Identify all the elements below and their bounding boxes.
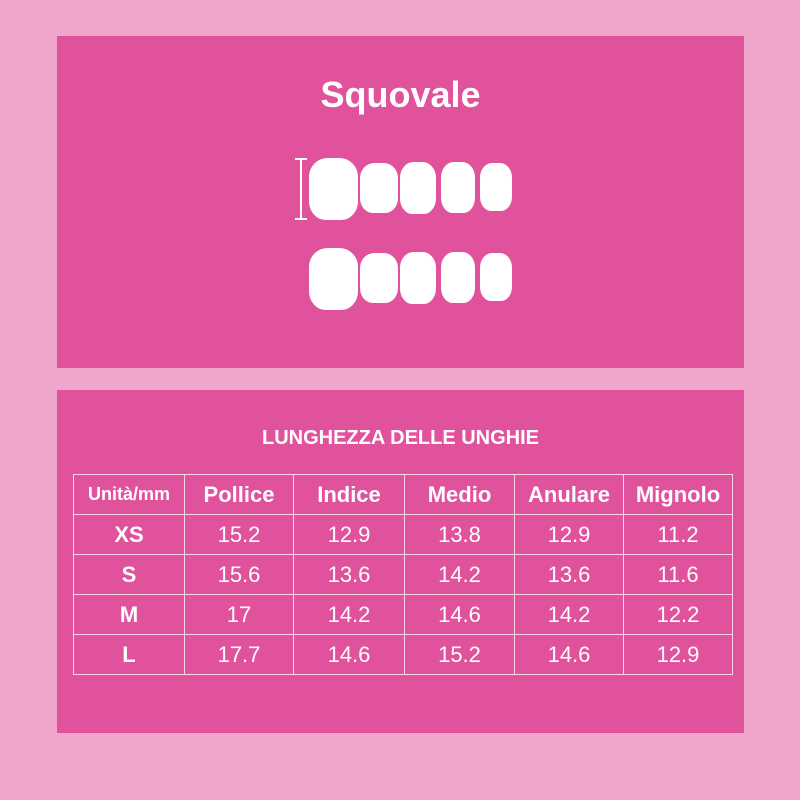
- column-header: Anulare: [514, 474, 624, 515]
- table-cell: 12.9: [293, 514, 405, 555]
- nail-thumb: [309, 158, 358, 220]
- column-header: Indice: [293, 474, 405, 515]
- size-label: XS: [73, 514, 185, 555]
- column-header: Mignolo: [623, 474, 733, 515]
- nail-pinky: [480, 163, 512, 211]
- table-cell: 14.2: [404, 554, 515, 595]
- table-cell: 11.6: [623, 554, 733, 595]
- column-header: Medio: [404, 474, 515, 515]
- table-cell: 12.9: [514, 514, 624, 555]
- size-panel: LUNGHEZZA DELLE UNGHIE Unità/mm Pollice In…: [57, 390, 744, 733]
- nail-index: [360, 253, 398, 303]
- size-label: L: [73, 634, 185, 675]
- nail-middle: [400, 252, 436, 304]
- table-cell: 15.6: [184, 554, 294, 595]
- nail-ring: [441, 252, 475, 303]
- length-indicator-icon: [295, 158, 307, 220]
- table-cell: 13.6: [514, 554, 624, 595]
- nail-middle: [400, 162, 436, 214]
- nail-index: [360, 163, 398, 213]
- table-cell: 15.2: [184, 514, 294, 555]
- table-row: XS 15.2 12.9 13.8 12.9 11.2: [73, 514, 733, 555]
- table-cell: 17: [184, 594, 294, 635]
- column-header: Pollice: [184, 474, 294, 515]
- table-cell: 15.2: [404, 634, 515, 675]
- size-table: Unità/mm Pollice Indice Medio Anulare Mignolo…: [73, 474, 733, 675]
- table-header-row: Unità/mm Pollice Indice Medio Anulare Mignolo: [73, 474, 733, 515]
- table-cell: 14.6: [404, 594, 515, 635]
- column-header: Unità/mm: [73, 474, 185, 515]
- table-cell: 14.2: [293, 594, 405, 635]
- table-cell: 12.9: [623, 634, 733, 675]
- table-cell: 14.6: [293, 634, 405, 675]
- table-title: LUNGHEZZA DELLE UNGHIE: [261, 427, 540, 449]
- table-cell: 11.2: [623, 514, 733, 555]
- page-title: Squovale: [320, 74, 481, 115]
- table-cell: 14.6: [514, 634, 624, 675]
- size-label: M: [73, 594, 185, 635]
- size-label: S: [73, 554, 185, 595]
- table-cell: 17.7: [184, 634, 294, 675]
- nail-thumb: [309, 248, 358, 310]
- table-row: M 17 14.2 14.6 14.2 12.2: [73, 594, 733, 635]
- table-cell: 12.2: [623, 594, 733, 635]
- table-cell: 13.8: [404, 514, 515, 555]
- table-row: L 17.7 14.6 15.2 14.6 12.9: [73, 634, 733, 675]
- table-cell: 14.2: [514, 594, 624, 635]
- table-cell: 13.6: [293, 554, 405, 595]
- table-row: S 15.6 13.6 14.2 13.6 11.6: [73, 554, 733, 595]
- nail-ring: [441, 162, 475, 213]
- nail-pinky: [480, 253, 512, 301]
